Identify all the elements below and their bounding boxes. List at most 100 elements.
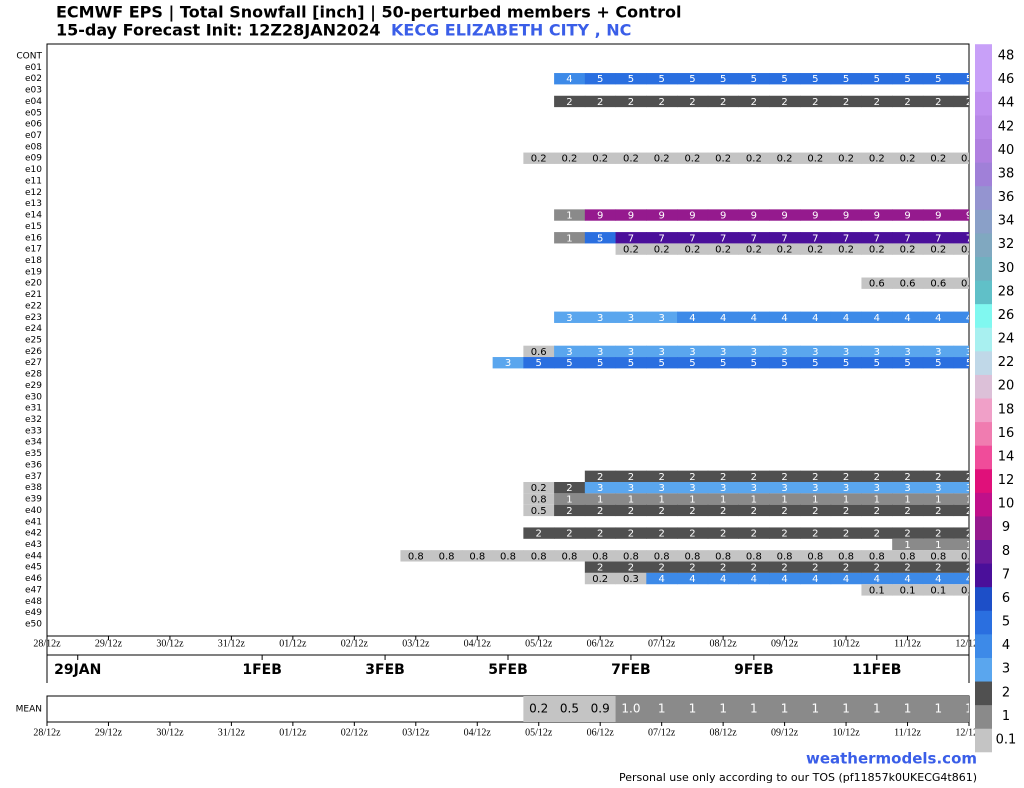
cell bbox=[953, 493, 969, 505]
cell-label: 0.6 bbox=[869, 279, 885, 290]
mean-label: 1 bbox=[873, 702, 881, 716]
colorbar-segment bbox=[975, 185, 992, 210]
cell bbox=[769, 73, 801, 85]
cell-label: 2 bbox=[781, 472, 787, 483]
member-label: e50 bbox=[25, 620, 42, 630]
colorbar-label: 18 bbox=[998, 402, 1015, 417]
cell-label: 5 bbox=[751, 358, 757, 369]
cell bbox=[584, 482, 617, 494]
member-label: e40 bbox=[25, 506, 42, 516]
cell-label: 0.2 bbox=[900, 154, 916, 165]
mean-cell bbox=[738, 696, 770, 722]
cell-label: 0.8 bbox=[838, 551, 854, 562]
cell bbox=[830, 232, 862, 244]
cell bbox=[769, 504, 801, 517]
cell bbox=[738, 209, 770, 221]
cell bbox=[892, 504, 924, 517]
x-tick-label: 01/12z bbox=[279, 638, 307, 649]
cell-label: 2 bbox=[597, 529, 603, 540]
cell bbox=[646, 527, 678, 539]
colorbar-segment bbox=[975, 280, 992, 305]
cell-label: 1 bbox=[720, 495, 726, 506]
cell-label: 2 bbox=[597, 97, 603, 108]
cell bbox=[554, 152, 586, 164]
member-label: e43 bbox=[25, 540, 42, 550]
chart-title: ECMWF EPS | Total Snowfall [inch] | 50-p… bbox=[56, 3, 682, 23]
cell-label: 2 bbox=[689, 97, 695, 108]
cell-label: 0.8 bbox=[654, 551, 670, 562]
cell-label: 3 bbox=[597, 347, 603, 358]
member-label: e48 bbox=[25, 597, 42, 607]
cell-label: 2 bbox=[874, 472, 880, 483]
cell bbox=[646, 95, 678, 108]
cell-label: 3 bbox=[751, 347, 757, 358]
cell-label: 0.2 bbox=[869, 154, 885, 165]
cell bbox=[707, 243, 739, 255]
cell bbox=[738, 470, 770, 482]
cell-label: 2 bbox=[720, 506, 726, 517]
cell bbox=[707, 561, 739, 573]
cell-label: 2 bbox=[812, 506, 818, 517]
location: KECG ELIZABETH CITY , NC bbox=[391, 21, 631, 40]
cell bbox=[615, 73, 647, 85]
colorbar-segment bbox=[975, 398, 992, 423]
cell-label: 4 bbox=[843, 313, 849, 324]
cell bbox=[615, 345, 647, 358]
cell bbox=[892, 561, 924, 573]
cell-label: 1 bbox=[966, 540, 972, 551]
cell-label: 2 bbox=[597, 506, 603, 517]
cell-label: 0.8 bbox=[777, 551, 793, 562]
x-tick-label: 07/12z bbox=[648, 727, 676, 738]
cell bbox=[707, 493, 739, 505]
cell bbox=[769, 95, 801, 108]
cell bbox=[738, 493, 770, 505]
cell bbox=[584, 345, 617, 358]
cell bbox=[707, 357, 739, 369]
cell bbox=[922, 73, 955, 85]
cell bbox=[799, 504, 832, 517]
date-label: 1FEB bbox=[242, 662, 282, 678]
cell-label: 3 bbox=[628, 347, 634, 358]
cell-label: 9 bbox=[904, 211, 910, 222]
cell-label: 9 bbox=[658, 211, 664, 222]
cell bbox=[707, 482, 739, 494]
cell bbox=[953, 232, 969, 244]
cell bbox=[646, 209, 678, 221]
cell-label: 0.2 bbox=[838, 245, 854, 256]
mean-label: 1 bbox=[965, 702, 973, 716]
cell-label: 2 bbox=[751, 529, 757, 540]
cell bbox=[769, 232, 801, 244]
cell bbox=[738, 345, 770, 358]
member-label: e08 bbox=[25, 142, 42, 152]
mean-title: MEAN bbox=[16, 705, 42, 715]
cell-label: 0.8 bbox=[684, 551, 700, 562]
cell-label: 2 bbox=[751, 506, 757, 517]
cell bbox=[646, 73, 678, 85]
cell bbox=[861, 493, 893, 505]
cell-label: 2 bbox=[874, 529, 880, 540]
cell bbox=[584, 311, 617, 323]
cell-label: 7 bbox=[874, 233, 880, 244]
cell-label: 2 bbox=[781, 529, 787, 540]
cell-label: 3 bbox=[566, 313, 572, 324]
cell-label: 2 bbox=[812, 563, 818, 574]
cell bbox=[646, 357, 678, 369]
cell-label: 0.2 bbox=[746, 245, 762, 256]
cell bbox=[799, 232, 832, 244]
cells: 4 5 5 5 5 5 5 5 5 5 5 5 5 5 2 2 2 2 2 2 2 2 2 2 2 2 2 2 0.2 0.2 0.2 0.2… bbox=[400, 73, 973, 722]
cell-label: 3 bbox=[689, 483, 695, 494]
cell bbox=[615, 470, 647, 482]
cell bbox=[922, 152, 955, 164]
x-tick-label: 11/12z bbox=[894, 727, 921, 738]
cell-label: 5 bbox=[904, 358, 910, 369]
cell bbox=[799, 345, 832, 358]
cell bbox=[677, 152, 709, 164]
cell bbox=[615, 243, 647, 255]
member-label: e33 bbox=[25, 426, 42, 436]
cell-label: 9 bbox=[781, 211, 787, 222]
cell bbox=[861, 345, 893, 358]
cell-label: 2 bbox=[966, 506, 972, 517]
x-tick-label: 05/12z bbox=[525, 638, 553, 649]
plot-frame bbox=[46, 43, 970, 637]
cell bbox=[799, 357, 832, 369]
